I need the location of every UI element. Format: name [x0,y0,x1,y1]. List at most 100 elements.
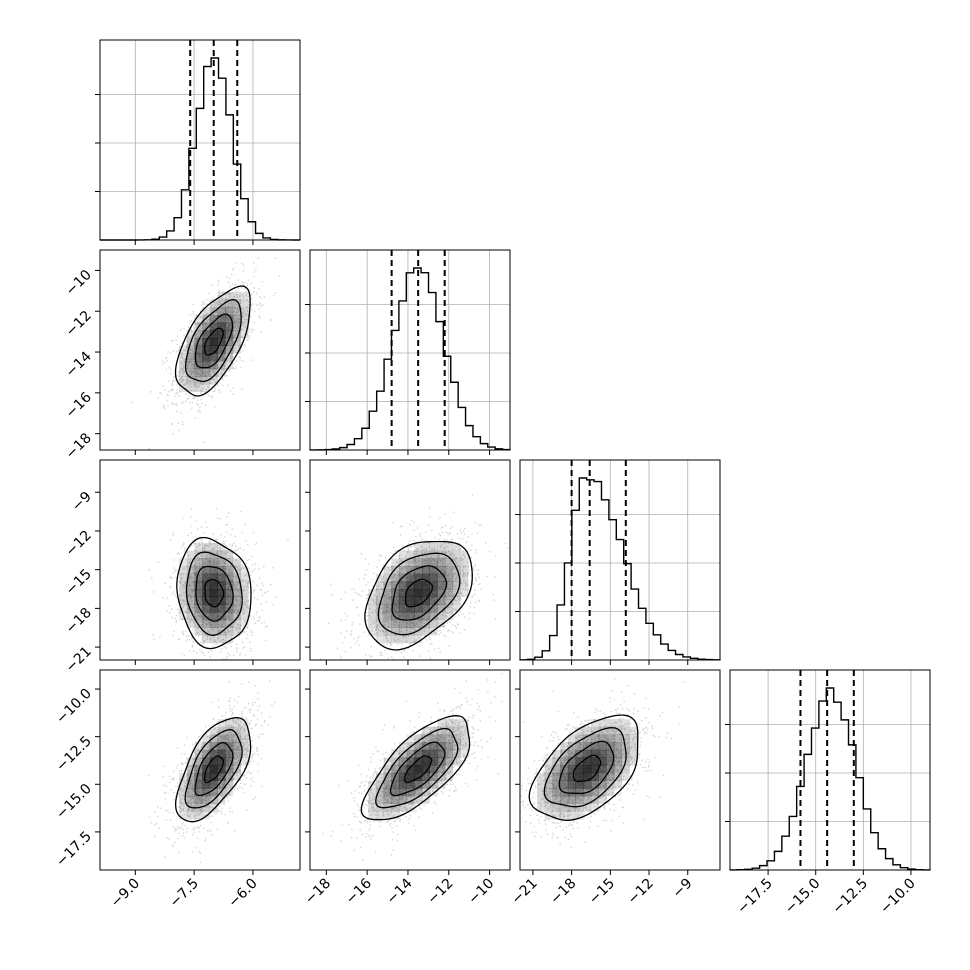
density-cell [452,542,461,551]
density-cell [186,604,195,613]
density-cell [383,765,392,774]
density-cell [194,558,203,567]
histogram-panel-0 [95,39,301,241]
density-cell [225,581,234,590]
density-cell [194,353,203,362]
density-cell [232,596,241,605]
density-cell [429,596,438,605]
density-cell [590,734,599,743]
density-cell [583,765,592,774]
density-cell [194,788,203,797]
y-tick-label: −14 [63,348,95,380]
density-cell [583,780,592,789]
density-cell [567,772,576,781]
density-cell [202,757,211,766]
density-cell [398,803,407,812]
density-cell [202,322,211,331]
density-cell [383,581,392,590]
density-cell [391,795,400,804]
density-cell [445,719,454,728]
density-cell [552,795,561,804]
density-cell [194,314,203,323]
y-tick-label: −12 [63,308,95,340]
density-cell [225,619,234,628]
contour-level-0 [404,755,433,784]
density-cell [179,788,188,797]
density-cell [391,619,400,628]
density-cell [194,742,203,751]
density-cell [452,581,461,590]
density-cell [398,550,407,559]
density-cell [186,596,195,605]
y-tick-label: −10 [63,267,95,299]
density-cell [575,772,584,781]
density-cell [598,749,607,758]
density-cell [232,337,241,346]
contour-level-2 [184,729,243,809]
contour-panel-3-2 [519,669,721,871]
density-cell [240,299,249,308]
density-cell [202,788,211,797]
density-cell [422,627,431,636]
density-cell [391,596,400,605]
density-cell [202,353,211,362]
x-tick-label: −12 [625,876,657,908]
density-cell [375,619,384,628]
density-cell [575,795,584,804]
density-cell [567,734,576,743]
density-cell [560,811,569,820]
density-cell [537,772,546,781]
density-cell [225,612,234,621]
density-cell [567,803,576,812]
density-cell [368,589,377,598]
density-cell [186,788,195,797]
density-cell [202,803,211,812]
density-cell [232,749,241,758]
density-cell [375,627,384,636]
density-cell [552,788,561,797]
density-cell [437,604,446,613]
density-cell [240,330,249,339]
density-cell [614,726,623,735]
density-cell [598,795,607,804]
contour-panel-1-0 [99,249,301,451]
density-cell [202,550,211,559]
density-cell [368,788,377,797]
density-cell [544,780,553,789]
density-cell [186,573,195,582]
density-cell [422,742,431,751]
density-cell [552,780,561,789]
density-cell [240,314,249,323]
density-cell [406,627,415,636]
density-cell [186,581,195,590]
density-cell [209,581,218,590]
x-tick-label: −10.0 [877,876,919,918]
density-cell [391,765,400,774]
density-cell [437,542,446,551]
density-cell [225,573,234,582]
density-cell [383,788,392,797]
density-cell [202,734,211,743]
y-tick-label: −12.5 [53,733,95,775]
density-cell [179,795,188,804]
density-cell [240,322,249,331]
density-cell [445,749,454,758]
density-cell [560,780,569,789]
density-cell [460,565,469,574]
density-cell [232,627,241,636]
density-cell [437,589,446,598]
panel-frame [729,669,931,871]
density-cell [240,596,249,605]
density-cell [232,772,241,781]
density-cell [452,558,461,567]
density-cell [445,589,454,598]
density-cell [225,627,234,636]
density-cell [414,772,423,781]
density-cell [217,542,226,551]
density-cell [606,749,615,758]
density-cell [445,565,454,574]
x-tick-label: −17.5 [734,876,776,918]
density-cell [186,353,195,362]
density-cell [383,596,392,605]
density-cell [217,734,226,743]
